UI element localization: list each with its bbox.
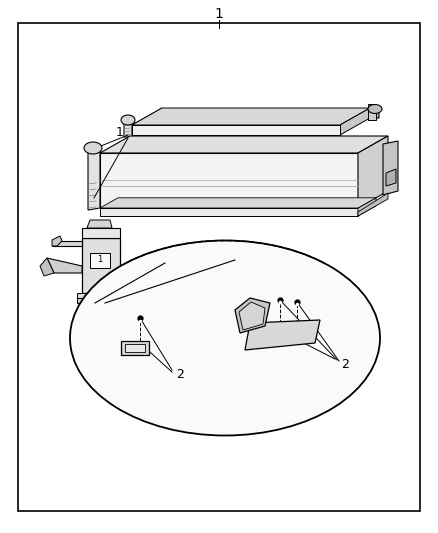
Polygon shape: [40, 258, 54, 276]
Ellipse shape: [70, 240, 380, 435]
Text: 2: 2: [341, 359, 349, 372]
Polygon shape: [370, 106, 379, 118]
Polygon shape: [132, 108, 370, 125]
Polygon shape: [245, 320, 320, 350]
Polygon shape: [77, 293, 122, 298]
Polygon shape: [47, 258, 82, 273]
Polygon shape: [235, 298, 270, 333]
Polygon shape: [82, 238, 120, 293]
Polygon shape: [87, 220, 112, 228]
Polygon shape: [383, 141, 398, 195]
Polygon shape: [90, 253, 110, 268]
Polygon shape: [100, 136, 388, 153]
Text: 1: 1: [215, 7, 223, 21]
Polygon shape: [358, 193, 388, 216]
Polygon shape: [132, 125, 340, 135]
Polygon shape: [52, 241, 82, 246]
Polygon shape: [132, 108, 162, 135]
Polygon shape: [386, 169, 396, 186]
Polygon shape: [52, 236, 62, 246]
Polygon shape: [121, 341, 149, 355]
Ellipse shape: [121, 115, 135, 125]
Polygon shape: [82, 228, 120, 238]
Polygon shape: [358, 198, 376, 216]
Polygon shape: [100, 153, 358, 208]
Text: 1: 1: [97, 255, 102, 264]
Polygon shape: [358, 136, 388, 208]
Ellipse shape: [84, 142, 102, 154]
Ellipse shape: [368, 104, 382, 114]
Polygon shape: [77, 298, 122, 303]
Polygon shape: [239, 302, 265, 330]
Text: 2: 2: [176, 368, 184, 382]
Polygon shape: [368, 104, 376, 120]
Polygon shape: [124, 121, 132, 137]
Polygon shape: [88, 151, 100, 210]
Polygon shape: [100, 208, 358, 216]
Polygon shape: [340, 108, 370, 135]
Polygon shape: [125, 344, 145, 352]
Polygon shape: [100, 198, 376, 208]
Text: 1: 1: [116, 126, 124, 140]
